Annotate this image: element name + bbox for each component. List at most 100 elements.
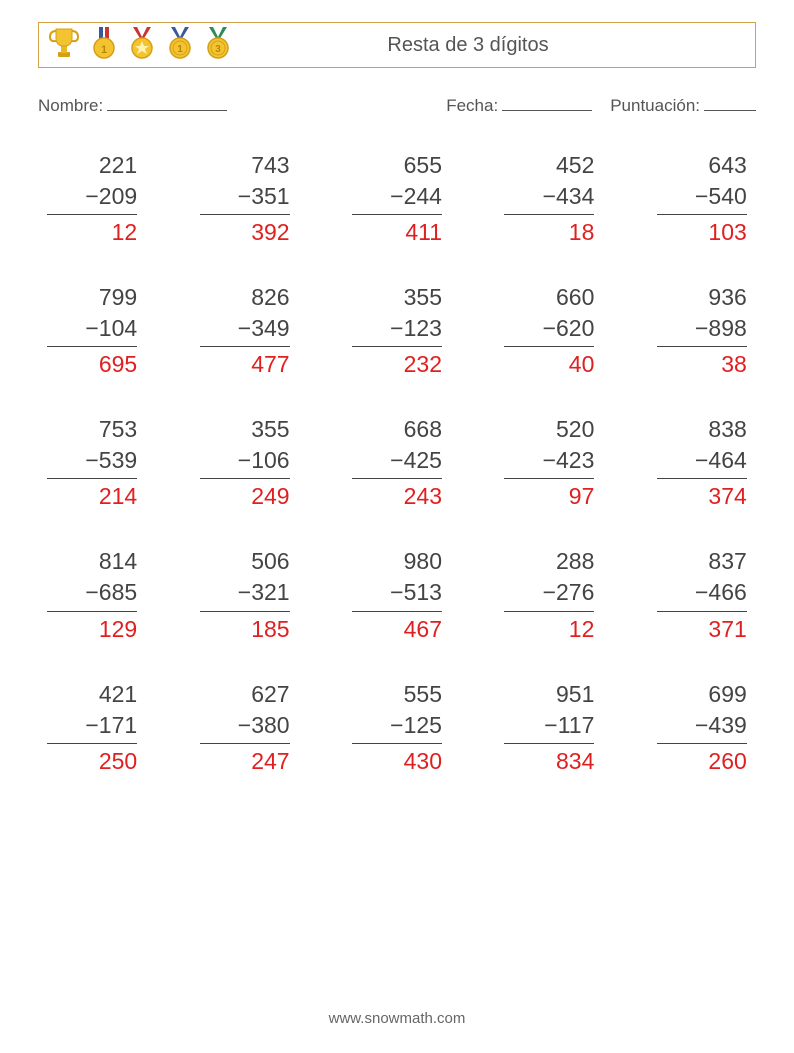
rule-line [504, 743, 594, 744]
worksheet-title: Resta de 3 dígitos [231, 34, 745, 57]
rule-line [47, 611, 137, 612]
name-label: Nombre: [38, 96, 103, 115]
header-icons: 1 1 [49, 26, 231, 65]
subtrahend: −209 [47, 181, 137, 212]
minuend: 951 [504, 679, 594, 710]
minuend: 826 [200, 282, 290, 313]
answer: 12 [504, 614, 594, 645]
answer: 249 [200, 481, 290, 512]
minuend: 452 [504, 150, 594, 181]
minuend: 506 [200, 546, 290, 577]
subtraction-problem: 506−321185 [200, 546, 290, 644]
minuend: 660 [504, 282, 594, 313]
rule-line [352, 214, 442, 215]
subtrahend: −106 [200, 445, 290, 476]
rule-line [47, 478, 137, 479]
answer: 232 [352, 349, 442, 380]
answer: 214 [47, 481, 137, 512]
answer: 430 [352, 746, 442, 777]
answer: 18 [504, 217, 594, 248]
rule-line [200, 611, 290, 612]
problems-grid: 221−20912743−351392655−244411452−4341864… [38, 150, 756, 777]
minuend: 520 [504, 414, 594, 445]
subtraction-problem: 288−27612 [504, 546, 594, 644]
rule-line [200, 743, 290, 744]
answer: 247 [200, 746, 290, 777]
answer: 243 [352, 481, 442, 512]
rule-line [352, 611, 442, 612]
answer: 834 [504, 746, 594, 777]
subtraction-problem: 753−539214 [47, 414, 137, 512]
header-box: 1 1 [38, 22, 756, 68]
subtrahend: −380 [200, 710, 290, 741]
answer: 38 [657, 349, 747, 380]
answer: 467 [352, 614, 442, 645]
subtrahend: −464 [657, 445, 747, 476]
rule-line [504, 611, 594, 612]
minuend: 668 [352, 414, 442, 445]
rule-line [352, 743, 442, 744]
subtrahend: −898 [657, 313, 747, 344]
subtraction-problem: 452−434 18 [504, 150, 594, 248]
answer: 250 [47, 746, 137, 777]
info-row: Nombre: Fecha: Puntuación: [38, 96, 756, 116]
name-blank[interactable] [107, 110, 227, 111]
date-label: Fecha: [446, 96, 498, 115]
subtraction-problem: 555−125430 [352, 679, 442, 777]
subtraction-problem: 627−380 247 [200, 679, 290, 777]
rule-line [504, 478, 594, 479]
star-medal-icon [129, 26, 155, 65]
subtrahend: −123 [352, 313, 442, 344]
medal-1-icon: 1 [167, 26, 193, 65]
rule-line [47, 214, 137, 215]
rule-line [657, 478, 747, 479]
minuend: 837 [657, 546, 747, 577]
score-blank[interactable] [704, 110, 756, 111]
subtraction-problem: 936−898 38 [657, 282, 747, 380]
minuend: 421 [47, 679, 137, 710]
subtraction-problem: 520−42397 [504, 414, 594, 512]
subtraction-problem: 355−123232 [352, 282, 442, 380]
name-field: Nombre: [38, 96, 426, 116]
answer: 374 [657, 481, 747, 512]
gold-medal-icon: 1 [91, 26, 117, 65]
subtrahend: −685 [47, 577, 137, 608]
subtraction-problem: 980−513467 [352, 546, 442, 644]
svg-text:3: 3 [215, 44, 221, 55]
minuend: 699 [657, 679, 747, 710]
answer: 97 [504, 481, 594, 512]
answer: 392 [200, 217, 290, 248]
minuend: 288 [504, 546, 594, 577]
minuend: 936 [657, 282, 747, 313]
subtraction-problem: 814−685129 [47, 546, 137, 644]
subtraction-problem: 951−117834 [504, 679, 594, 777]
minuend: 221 [47, 150, 137, 181]
rule-line [200, 478, 290, 479]
medal-3-icon: 3 [205, 26, 231, 65]
minuend: 838 [657, 414, 747, 445]
rule-line [200, 214, 290, 215]
answer: 129 [47, 614, 137, 645]
subtraction-problem: 699−439260 [657, 679, 747, 777]
rule-line [352, 346, 442, 347]
answer: 260 [657, 746, 747, 777]
subtraction-problem: 743−351392 [200, 150, 290, 248]
trophy-icon [49, 26, 79, 65]
answer: 185 [200, 614, 290, 645]
subtraction-problem: 668−425243 [352, 414, 442, 512]
minuend: 555 [352, 679, 442, 710]
subtrahend: −513 [352, 577, 442, 608]
minuend: 643 [657, 150, 747, 181]
subtraction-problem: 837−466371 [657, 546, 747, 644]
date-blank[interactable] [502, 110, 592, 111]
subtrahend: −171 [47, 710, 137, 741]
rule-line [657, 611, 747, 612]
minuend: 627 [200, 679, 290, 710]
subtraction-problem: 826−349477 [200, 282, 290, 380]
answer: 40 [504, 349, 594, 380]
subtrahend: −540 [657, 181, 747, 212]
answer: 411 [352, 217, 442, 248]
answer: 477 [200, 349, 290, 380]
rule-line [200, 346, 290, 347]
subtrahend: −434 [504, 181, 594, 212]
